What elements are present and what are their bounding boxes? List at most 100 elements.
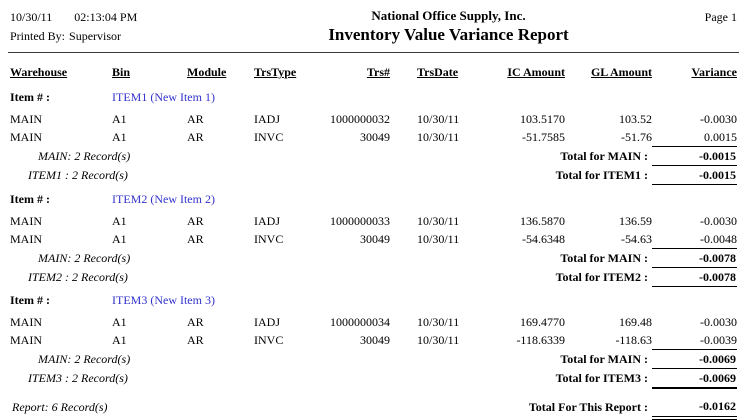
- item-total-value: -0.0078: [652, 267, 737, 287]
- report-header: 10/30/11 02:13:04 PM Printed By: Superviso…: [0, 0, 747, 45]
- cell-trstype: INVC: [254, 130, 284, 145]
- cell-module: AR: [187, 112, 204, 127]
- cell-trstype: IADJ: [254, 213, 280, 228]
- cell-trsnum: 30049: [360, 333, 390, 348]
- item-total-row: ITEM2 : 2 Record(s) Total for ITEM2 : -0…: [10, 267, 737, 287]
- cell-trstype: INVC: [254, 231, 284, 246]
- cell-warehouse: MAIN: [10, 213, 42, 228]
- cell-trsdate: 10/30/11: [417, 231, 460, 246]
- spacer-cell: [324, 185, 737, 212]
- cell-bin: A1: [112, 231, 127, 246]
- col-header-variance: Variance: [691, 65, 737, 80]
- report-table: Warehouse Bin Module TrsType Trs# TrsDat…: [10, 64, 737, 420]
- col-header-trsnum: Trs#: [366, 65, 390, 80]
- table-row: MAIN A1 AR INVC 30049 10/30/11 -118.6339…: [10, 331, 737, 350]
- cell-variance: 0.0015: [704, 130, 737, 145]
- warehouse-total-label: Total for MAIN :: [560, 149, 648, 164]
- printed-by-value: Supervisor: [69, 28, 122, 43]
- item-name: ITEM2 (New Item 2): [112, 191, 215, 206]
- report-total-label: Total For This Report :: [528, 399, 648, 414]
- report-total-value: -0.0162: [652, 387, 737, 420]
- warehouse-record-count: MAIN: 2 Record(s): [38, 149, 131, 164]
- printed-by-line: Printed By: Supervisor: [10, 27, 220, 46]
- cell-module: AR: [187, 315, 204, 330]
- table-row: MAIN A1 AR INVC 30049 10/30/11 -51.7585 …: [10, 128, 737, 147]
- item-total-row: ITEM3 : 2 Record(s) Total for ITEM3 : -0…: [10, 368, 737, 389]
- col-header-trsdate: TrsDate: [417, 65, 459, 80]
- item-total-label: Total for ITEM2 :: [555, 269, 648, 284]
- table-row: MAIN A1 AR IADJ 1000000033 10/30/11 136.…: [10, 212, 737, 230]
- item-record-count: ITEM3 : 2 Record(s): [28, 371, 128, 386]
- cell-bin: A1: [112, 213, 127, 228]
- item-name: ITEM1 (New Item 1): [112, 90, 215, 105]
- date-time-line: 10/30/11 02:13:04 PM: [10, 8, 220, 27]
- cell-bin: A1: [112, 333, 127, 348]
- col-header-gl-amount: GL Amount: [590, 65, 652, 80]
- cell-warehouse: MAIN: [10, 112, 42, 127]
- page-number: Page 1: [704, 10, 737, 24]
- cell-ic-amount: 169.4770: [520, 315, 565, 330]
- cell-gl-amount: 103.52: [619, 112, 652, 127]
- cell-gl-amount: 136.59: [619, 213, 652, 228]
- cell-bin: A1: [112, 130, 127, 145]
- warehouse-total-value: -0.0015: [652, 146, 737, 167]
- cell-gl-amount: -51.76: [621, 130, 652, 145]
- cell-trsnum: 1000000032: [330, 112, 390, 127]
- cell-trsdate: 10/30/11: [417, 130, 460, 145]
- cell-trsnum: 30049: [360, 130, 390, 145]
- spacer-cell: [324, 83, 737, 110]
- cell-trstype: INVC: [254, 333, 284, 348]
- cell-module: AR: [187, 130, 204, 145]
- item-total-label: Total for ITEM1 :: [555, 168, 648, 183]
- cell-module: AR: [187, 213, 204, 228]
- cell-module: AR: [187, 231, 204, 246]
- report-total-row: Report: 6 Record(s) Total For This Repor…: [10, 387, 737, 420]
- spacer-cell: [324, 286, 737, 313]
- col-header-warehouse: Warehouse: [10, 65, 68, 80]
- cell-warehouse: MAIN: [10, 130, 42, 145]
- warehouse-total-value: -0.0069: [652, 349, 737, 370]
- warehouse-total-row: MAIN: 2 Record(s) Total for MAIN : -0.00…: [10, 146, 737, 167]
- company-name: National Office Supply, Inc.: [371, 8, 526, 23]
- cell-ic-amount: -54.6348: [522, 231, 565, 246]
- cell-variance: -0.0030: [700, 213, 737, 228]
- item-name: ITEM3 (New Item 3): [112, 293, 215, 308]
- col-header-bin: Bin: [112, 65, 131, 80]
- cell-ic-amount: 103.5170: [520, 112, 565, 127]
- header-divider: [8, 52, 739, 54]
- cell-gl-amount: -118.63: [615, 333, 652, 348]
- cell-bin: A1: [112, 315, 127, 330]
- table-row: MAIN A1 AR IADJ 1000000034 10/30/11 169.…: [10, 313, 737, 331]
- table-row: MAIN A1 AR INVC 30049 10/30/11 -54.6348 …: [10, 230, 737, 249]
- item-total-label: Total for ITEM3 :: [555, 371, 648, 386]
- warehouse-record-count: MAIN: 2 Record(s): [38, 250, 131, 265]
- report-record-count: Report: 6 Record(s): [12, 399, 108, 414]
- warehouse-total-value: -0.0078: [652, 247, 737, 268]
- cell-trsdate: 10/30/11: [417, 112, 460, 127]
- warehouse-record-count: MAIN: 2 Record(s): [38, 352, 131, 367]
- cell-module: AR: [187, 333, 204, 348]
- printed-by-label: Printed By:: [10, 28, 66, 43]
- cell-variance: -0.0039: [700, 333, 737, 348]
- column-header-row: Warehouse Bin Module TrsType Trs# TrsDat…: [10, 64, 737, 83]
- report-time: 02:13:04 PM: [74, 10, 138, 24]
- item-header-row: Item # : ITEM2 (New Item 2): [10, 185, 737, 212]
- cell-trsdate: 10/30/11: [417, 333, 460, 348]
- cell-trstype: IADJ: [254, 315, 280, 330]
- item-header-row: Item # : ITEM1 (New Item 1): [10, 83, 737, 110]
- cell-trsnum: 1000000033: [330, 213, 390, 228]
- warehouse-total-row: MAIN: 2 Record(s) Total for MAIN : -0.00…: [10, 349, 737, 370]
- cell-trsnum: 1000000034: [330, 315, 390, 330]
- item-record-count: ITEM2 : 2 Record(s): [28, 269, 128, 284]
- cell-trsdate: 10/30/11: [417, 213, 460, 228]
- cell-ic-amount: -118.6339: [516, 333, 565, 348]
- col-header-module: Module: [187, 65, 227, 80]
- header-left: 10/30/11 02:13:04 PM Printed By: Superviso…: [10, 8, 220, 45]
- report-title: Inventory Value Variance Report: [328, 25, 569, 44]
- cell-ic-amount: 136.5870: [520, 213, 565, 228]
- cell-gl-amount: 169.48: [619, 315, 652, 330]
- warehouse-total-label: Total for MAIN :: [560, 250, 648, 265]
- cell-trsdate: 10/30/11: [417, 315, 460, 330]
- warehouse-total-label: Total for MAIN :: [560, 352, 648, 367]
